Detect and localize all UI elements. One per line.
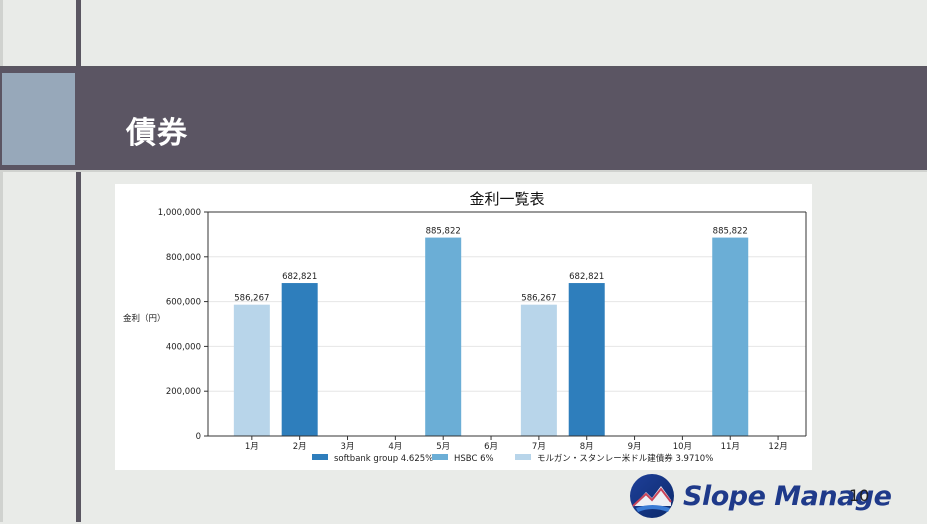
data-label: 586,267 — [234, 294, 269, 304]
y-tick-label: 800,000 — [166, 253, 201, 263]
y-tick-label: 600,000 — [166, 298, 201, 308]
x-tick-label: 6月 — [484, 442, 498, 452]
x-tick-label: 10月 — [673, 442, 692, 452]
slide-title: 債券 — [126, 116, 188, 151]
interest-chart: 0 200,000 400,000 600,000 800,000 1,000,000 58… — [123, 190, 807, 464]
y-axis-label: 金利（円） — [123, 313, 166, 324]
data-label: 682,821 — [569, 272, 604, 282]
legend-swatch — [515, 454, 531, 460]
title-band — [0, 68, 927, 170]
bar — [520, 304, 557, 436]
legend-swatch — [312, 454, 328, 460]
y-tick-label: 1,000,000 — [158, 208, 201, 218]
chart-title: 金利一覧表 — [469, 190, 544, 208]
top-divider — [0, 66, 927, 68]
x-tick-label: 11月 — [721, 442, 740, 452]
x-tick-label: 12月 — [768, 442, 787, 452]
company-logo: Slope Manage — [628, 472, 898, 520]
x-tick-label: 3月 — [341, 442, 355, 452]
bar — [281, 283, 318, 436]
left-edge-line — [0, 0, 3, 522]
y-tick-label: 400,000 — [166, 342, 201, 352]
page-number: 10 — [849, 486, 870, 505]
vertical-divider — [76, 0, 81, 522]
x-tick-label: 1月 — [245, 442, 259, 452]
x-tick-label: 9月 — [628, 442, 642, 452]
x-tick-label: 7月 — [532, 442, 546, 452]
bar — [425, 237, 462, 436]
x-tick-label: 2月 — [293, 442, 307, 452]
data-label: 885,822 — [713, 227, 748, 237]
bar — [712, 237, 749, 436]
data-label: 885,822 — [426, 227, 461, 237]
y-tick-label: 200,000 — [166, 387, 201, 397]
bar — [233, 304, 270, 436]
legend-label: モルガン・スタンレー米ドル建債券 3.9710% — [537, 453, 713, 464]
title-accent-square — [2, 73, 75, 165]
data-label: 586,267 — [521, 294, 556, 304]
data-label: 682,821 — [282, 272, 317, 282]
y-tick-label: 0 — [196, 432, 201, 442]
logo-text: Slope Manage — [683, 481, 892, 512]
legend-label: HSBC 6% — [454, 454, 494, 464]
chart-panel: 0 200,000 400,000 600,000 800,000 1,000,000 58… — [115, 184, 812, 470]
x-tick-label: 8月 — [580, 442, 594, 452]
legend-swatch — [432, 454, 448, 460]
title-band-underline — [0, 170, 927, 172]
legend-label: softbank group 4.625% — [334, 454, 433, 464]
mountain-logo-icon — [630, 474, 674, 518]
bar — [568, 283, 605, 436]
x-tick-label: 5月 — [436, 442, 450, 452]
x-tick-label: 4月 — [388, 442, 402, 452]
